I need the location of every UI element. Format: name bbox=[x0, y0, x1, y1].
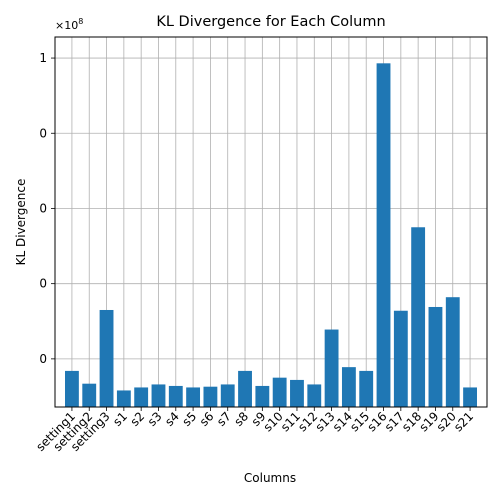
bar-s17 bbox=[393, 310, 408, 407]
bar-s10 bbox=[272, 377, 287, 407]
bar-s11 bbox=[290, 379, 304, 407]
x-tick-label: s21 bbox=[451, 409, 476, 434]
bar-s5 bbox=[186, 387, 201, 407]
bar-s16 bbox=[376, 63, 391, 407]
chart-title: KL Divergence for Each Column bbox=[156, 14, 385, 30]
bar-s9 bbox=[255, 385, 270, 407]
bar-setting1 bbox=[65, 370, 79, 407]
y-offset-base: ×10 bbox=[55, 19, 78, 32]
bar-s8 bbox=[238, 370, 252, 407]
bar-s7 bbox=[220, 384, 235, 407]
plot-frame bbox=[54, 36, 488, 408]
bar-setting2 bbox=[82, 383, 97, 407]
bar-s3 bbox=[151, 384, 166, 407]
bar-s13 bbox=[324, 329, 339, 407]
bar-layer bbox=[65, 63, 477, 407]
bar-s12 bbox=[307, 384, 322, 407]
bar-s19 bbox=[428, 306, 443, 407]
bar-s15 bbox=[359, 370, 374, 407]
y-tick-label: 1 bbox=[39, 51, 47, 65]
bar-s18 bbox=[411, 227, 426, 407]
y-axis-label: KL Divergence bbox=[14, 179, 28, 266]
y-offset-exponent: 8 bbox=[78, 17, 83, 26]
x-axis-label: Columns bbox=[244, 471, 296, 485]
y-tick-label: 0 bbox=[39, 277, 47, 291]
bar-setting3 bbox=[99, 309, 114, 407]
bar-s6 bbox=[203, 386, 218, 407]
bar-s2 bbox=[134, 387, 149, 407]
y-tick-label: 0 bbox=[39, 352, 47, 366]
bar-s1 bbox=[116, 390, 131, 407]
y-offset-label: ×108 bbox=[55, 17, 83, 32]
y-tick-label: 0 bbox=[39, 126, 47, 140]
bar-s14 bbox=[341, 367, 356, 407]
bar-s21 bbox=[463, 387, 477, 407]
y-tick-label: 0 bbox=[39, 201, 47, 215]
bar-s4 bbox=[168, 385, 183, 407]
bar-s20 bbox=[445, 297, 460, 407]
